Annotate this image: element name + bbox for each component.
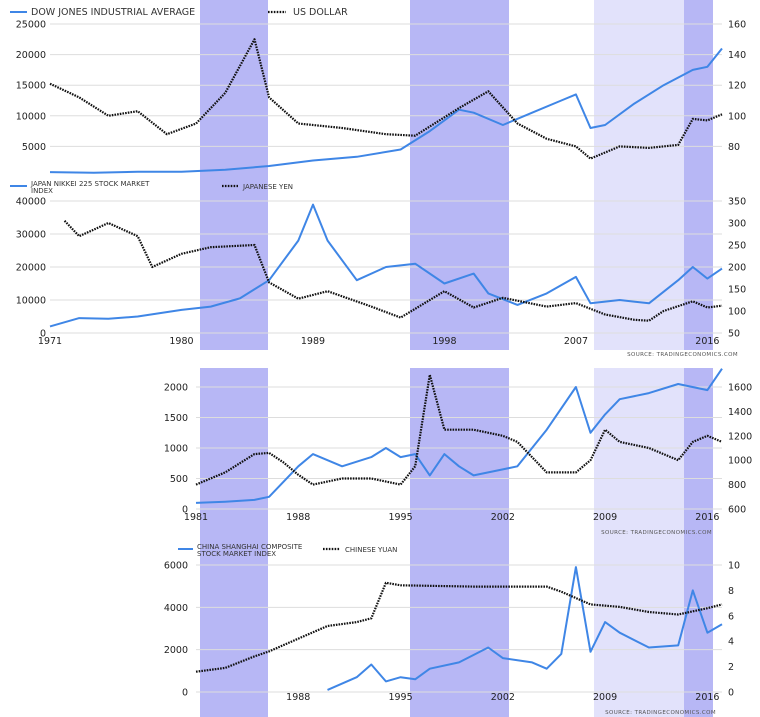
y-tick-left: 6000 xyxy=(164,561,188,572)
series-line-black xyxy=(63,220,723,322)
shaded-periods xyxy=(200,0,713,717)
shaded-period-6 xyxy=(410,368,509,717)
shaded-period-1 xyxy=(200,0,268,350)
y-tick-left: 0 xyxy=(182,688,188,699)
legend-label-shanghai: CHINA SHANGHAI COMPOSITE STOCK MARKET IND… xyxy=(197,543,302,558)
series-line-black xyxy=(195,581,723,673)
y-tick-right: 1400 xyxy=(728,407,752,418)
legend-label-yuan: CHINESE YUAN xyxy=(345,546,397,554)
y-tick-right: 800 xyxy=(728,480,746,491)
x-tick: 1995 xyxy=(388,512,412,523)
y-tick-right: 4 xyxy=(728,637,734,648)
y-tick-right: 0 xyxy=(728,688,734,699)
series-line-black xyxy=(49,38,723,160)
y-tick-right: 80 xyxy=(728,142,740,153)
x-tick: 2016 xyxy=(695,512,719,523)
y-tick-right: 160 xyxy=(728,20,746,31)
x-tick: 2009 xyxy=(593,512,617,523)
y-tick-left: 0 xyxy=(40,329,46,340)
x-tick: 1980 xyxy=(169,336,193,347)
y-tick-left: 40000 xyxy=(16,197,46,208)
shaded-period-7 xyxy=(594,368,684,717)
y-tick-right: 50 xyxy=(728,329,740,340)
y-tick-left: 20000 xyxy=(16,50,46,61)
y-tick-right: 100 xyxy=(728,307,746,318)
y-tick-left: 10000 xyxy=(16,296,46,307)
x-tick: 1988 xyxy=(286,512,310,523)
y-tick-right: 120 xyxy=(728,81,746,92)
y-tick-left: 30000 xyxy=(16,230,46,241)
y-tick-right: 100 xyxy=(728,111,746,122)
series-line-blue xyxy=(327,566,723,691)
y-tick-right: 1000 xyxy=(728,456,752,467)
shaded-period-8 xyxy=(684,368,713,717)
shaded-period-2 xyxy=(410,0,509,350)
y-tick-right: 250 xyxy=(728,241,746,252)
shanghai-chart: CHINA SHANGHAI COMPOSITE STOCK MARKET IND… xyxy=(164,543,740,716)
source-note-china: SOURCE: TRADINGECONOMICS.COM xyxy=(605,710,716,716)
legend-label-nikkei: JAPAN NIKKEI 225 STOCK MARKET INDEX xyxy=(30,180,150,195)
x-tick: 2016 xyxy=(695,692,719,703)
x-tick: 2009 xyxy=(593,692,617,703)
legend-label-dow: DOW JONES INDUSTRIAL AVERAGE xyxy=(31,7,195,18)
y-tick-right: 1200 xyxy=(728,431,752,442)
series-line-blue xyxy=(49,47,723,174)
shaded-period-3 xyxy=(594,0,684,350)
shaded-period-4 xyxy=(684,0,713,350)
y-tick-right: 150 xyxy=(728,285,746,296)
dow-jones-chart: DOW JONES INDUSTRIAL AVERAGE US DOLLAR 5… xyxy=(10,7,746,174)
y-tick-right: 6 xyxy=(728,611,734,622)
y-tick-right: 10 xyxy=(728,561,740,572)
legend-label-yen: JAPANESE YEN xyxy=(242,183,293,191)
y-tick-right: 200 xyxy=(728,263,746,274)
y-tick-left: 25000 xyxy=(16,20,46,31)
y-tick-right: 600 xyxy=(728,505,746,516)
y-tick-right: 300 xyxy=(728,219,746,230)
y-tick-left: 4000 xyxy=(164,603,188,614)
y-tick-left: 5000 xyxy=(22,142,46,153)
nikkei-chart: JAPAN NIKKEI 225 STOCK MARKET INDEX JAPAN… xyxy=(10,180,746,358)
x-tick: 2007 xyxy=(564,336,588,347)
y-tick-left: 15000 xyxy=(16,81,46,92)
x-tick: 1971 xyxy=(38,336,62,347)
x-tick: 2002 xyxy=(491,512,515,523)
x-tick: 2016 xyxy=(695,336,719,347)
series-line-blue xyxy=(49,203,723,328)
y-tick-right: 350 xyxy=(728,197,746,208)
source-note-japan: SOURCE: TRADINGECONOMICS.COM xyxy=(627,352,738,358)
y-tick-left: 2000 xyxy=(164,383,188,394)
y-tick-left: 10000 xyxy=(16,111,46,122)
x-tick: 1995 xyxy=(388,692,412,703)
x-tick: 2002 xyxy=(491,692,515,703)
x-tick: 1988 xyxy=(286,692,310,703)
y-tick-right: 140 xyxy=(728,50,746,61)
x-tick: 1998 xyxy=(432,336,456,347)
legend-label-usd: US DOLLAR xyxy=(293,7,348,18)
y-tick-left: 500 xyxy=(170,474,188,485)
y-tick-right: 8 xyxy=(728,586,734,597)
y-tick-right: 1600 xyxy=(728,383,752,394)
y-tick-right: 2 xyxy=(728,662,734,673)
series-line-black xyxy=(195,373,723,486)
y-tick-left: 20000 xyxy=(16,263,46,274)
third-chart: SOURCE: TRADINGECONOMICS.COM 0 500 1000 150… xyxy=(164,368,752,536)
x-tick: 1989 xyxy=(301,336,325,347)
y-tick-left: 2000 xyxy=(164,645,188,656)
x-tick: 1981 xyxy=(184,512,208,523)
y-tick-left: 1500 xyxy=(164,413,188,424)
source-note-third: SOURCE: TRADINGECONOMICS.COM xyxy=(601,530,712,536)
y-tick-left: 0 xyxy=(182,505,188,516)
series-line-blue xyxy=(195,368,723,504)
shaded-period-5 xyxy=(200,368,268,717)
y-tick-left: 1000 xyxy=(164,444,188,455)
